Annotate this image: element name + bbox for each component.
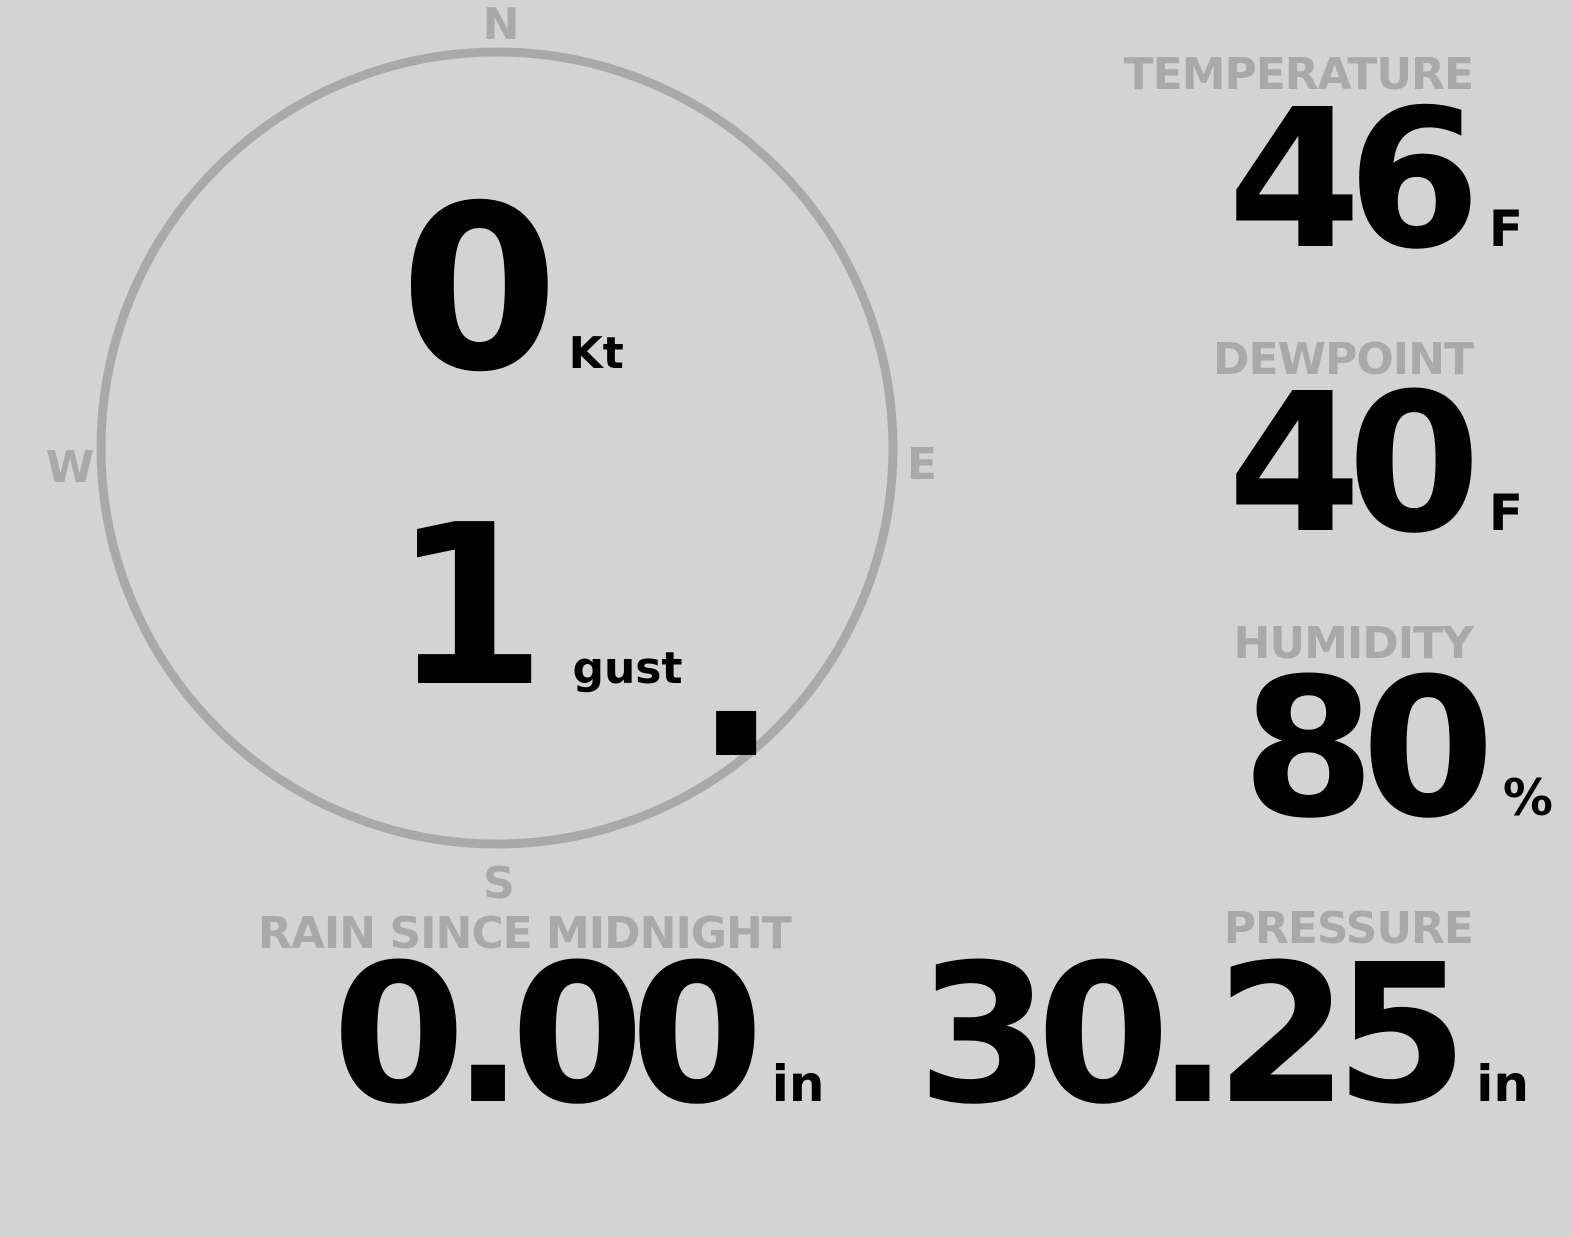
- rain-unit: in: [771, 1055, 825, 1113]
- pressure-label: PRESSURE: [1223, 903, 1474, 954]
- temperature-label: TEMPERATURE: [1123, 49, 1474, 100]
- wind-gust-value: 1: [392, 478, 547, 736]
- wind-speed-value: 0: [400, 156, 559, 422]
- wind-speed-unit: Kt: [568, 328, 624, 379]
- wind-gust-unit: gust: [572, 643, 683, 694]
- dewpoint-unit: F: [1488, 484, 1523, 542]
- humidity-reading: 80 %: [1242, 654, 1553, 846]
- pressure-value: 30.25: [916, 924, 1468, 1147]
- compass-south: S: [483, 858, 515, 909]
- dewpoint-value: 40: [1227, 353, 1481, 576]
- pressure-reading: 30.25 in: [917, 940, 1529, 1132]
- wind-gust: 1 gust: [392, 496, 683, 718]
- wind-speed: 0 Kt: [400, 175, 624, 403]
- temperature-unit: F: [1488, 200, 1523, 258]
- rain-label: RAIN SINCE MIDNIGHT: [258, 908, 792, 959]
- compass-ring: [96, 47, 898, 849]
- compass-east: E: [907, 439, 937, 490]
- compass-north: N: [483, 0, 520, 50]
- dewpoint-reading: 40 F: [1228, 369, 1523, 561]
- compass-west: W: [46, 442, 95, 493]
- humidity-unit: %: [1502, 769, 1553, 827]
- dewpoint-label: DEWPOINT: [1213, 334, 1474, 385]
- temperature-reading: 46 F: [1228, 85, 1523, 277]
- rain-reading: 0.00 in: [332, 940, 824, 1132]
- humidity-label: HUMIDITY: [1233, 618, 1474, 669]
- rain-value: 0.00: [332, 924, 764, 1147]
- wind-direction-marker: [716, 710, 757, 755]
- humidity-value: 80: [1241, 638, 1495, 861]
- pressure-unit: in: [1476, 1055, 1529, 1113]
- temperature-value: 46: [1227, 69, 1481, 292]
